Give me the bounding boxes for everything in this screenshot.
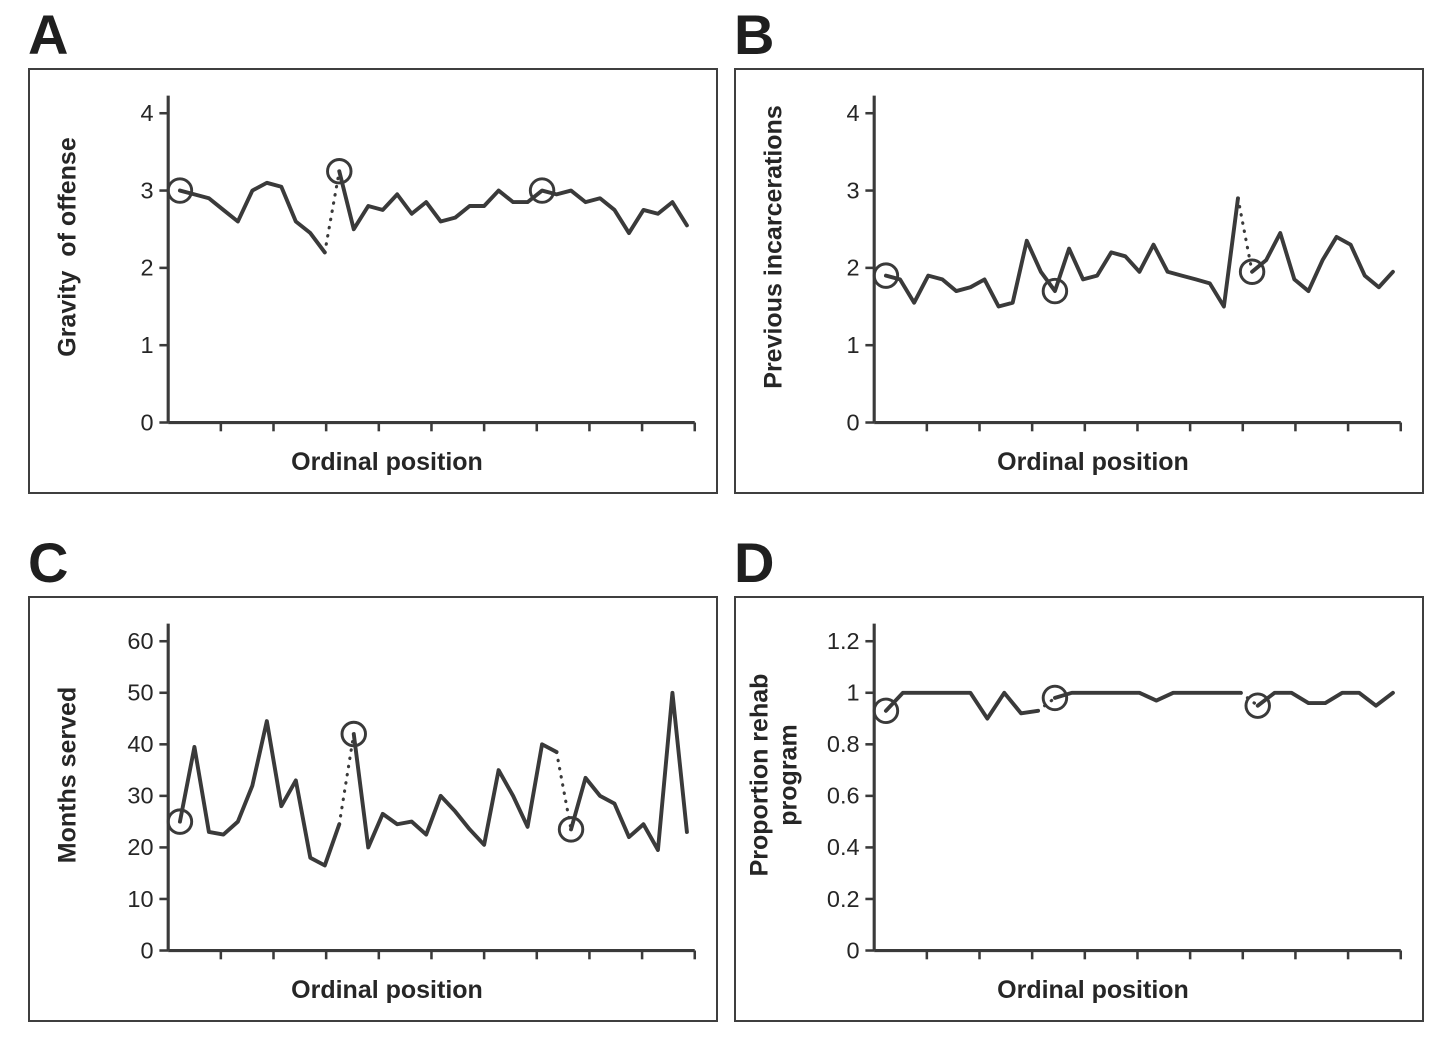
svg-text:10: 10 — [127, 886, 153, 912]
line-chart-months-served: 0 10 20 30 40 50 60 — [127, 623, 697, 963]
svg-text:2: 2 — [140, 255, 153, 281]
svg-text:0.8: 0.8 — [827, 731, 860, 757]
line-chart-previous-incarcerations: 0 1 2 3 4 — [846, 95, 1403, 435]
y-axis-title-text: Proportion rehab program — [745, 673, 802, 877]
panel-a-x-axis-title: Ordinal position — [291, 448, 483, 476]
svg-text:2: 2 — [846, 255, 859, 281]
panel-d-letter: D — [734, 531, 775, 594]
panel-a-y-axis-title: Gravity of offense — [32, 78, 104, 446]
line-chart-proportion-rehab: 0 0.2 0.4 0.6 0.8 1 1.2 — [827, 623, 1403, 963]
svg-text:1: 1 — [846, 680, 859, 706]
svg-text:3: 3 — [846, 177, 859, 203]
panel-a: A Gravity of offense 0 1 2 3 4 Ordinal posit… — [28, 3, 718, 494]
panel-b-box: Previous incarcerations 0 1 2 3 4 Ordinal po… — [734, 68, 1424, 494]
svg-text:20: 20 — [127, 834, 153, 860]
svg-text:0: 0 — [846, 937, 859, 963]
panel-a-letter: A — [28, 3, 69, 66]
svg-text:50: 50 — [127, 680, 153, 706]
panel-b-y-axis-title: Previous incarcerations — [738, 78, 810, 446]
panel-c: C Months served 0 10 20 30 40 50 60 Ordinal po… — [28, 531, 718, 1022]
svg-text:1.2: 1.2 — [827, 628, 860, 654]
panel-d-box: Proportion rehab program 0 0.2 0.4 0.6 0.8 1 1… — [734, 596, 1424, 1022]
svg-text:0.4: 0.4 — [827, 834, 860, 860]
svg-text:0.2: 0.2 — [827, 886, 860, 912]
panel-a-box: Gravity of offense 0 1 2 3 4 Ordinal positio… — [28, 68, 718, 494]
svg-text:4: 4 — [846, 100, 859, 126]
svg-text:0: 0 — [846, 409, 859, 435]
svg-text:0: 0 — [140, 409, 153, 435]
panel-b-letter: B — [734, 3, 775, 66]
panel-d: D Proportion rehab program 0 0.2 0.4 0.6 0.8… — [734, 531, 1424, 1022]
svg-text:40: 40 — [127, 731, 153, 757]
panel-c-y-axis-title: Months served — [32, 606, 104, 974]
y-axis-title-text: Previous incarcerations — [759, 105, 788, 389]
panel-d-y-axis-title: Proportion rehab program — [738, 606, 810, 974]
panel-c-x-axis-title: Ordinal position — [291, 976, 483, 1004]
panel-c-letter: C — [28, 531, 69, 594]
svg-text:1: 1 — [846, 332, 859, 358]
panel-d-x-axis-title: Ordinal position — [997, 976, 1189, 1004]
y-axis-title-text: Months served — [53, 687, 82, 864]
svg-text:4: 4 — [140, 100, 153, 126]
svg-text:1: 1 — [140, 332, 153, 358]
svg-text:0.6: 0.6 — [827, 783, 860, 809]
panel-b: B Previous incarcerations 0 1 2 3 4 Ordinal … — [734, 3, 1424, 494]
y-axis-title-text: Gravity of offense — [53, 137, 82, 358]
svg-text:0: 0 — [140, 937, 153, 963]
svg-text:60: 60 — [127, 628, 153, 654]
svg-text:30: 30 — [127, 783, 153, 809]
panel-c-box: Months served 0 10 20 30 40 50 60 Ordinal posi… — [28, 596, 718, 1022]
line-chart-gravity-of-offense: 0 1 2 3 4 — [140, 95, 697, 435]
panel-b-x-axis-title: Ordinal position — [997, 448, 1189, 476]
svg-text:3: 3 — [140, 177, 153, 203]
